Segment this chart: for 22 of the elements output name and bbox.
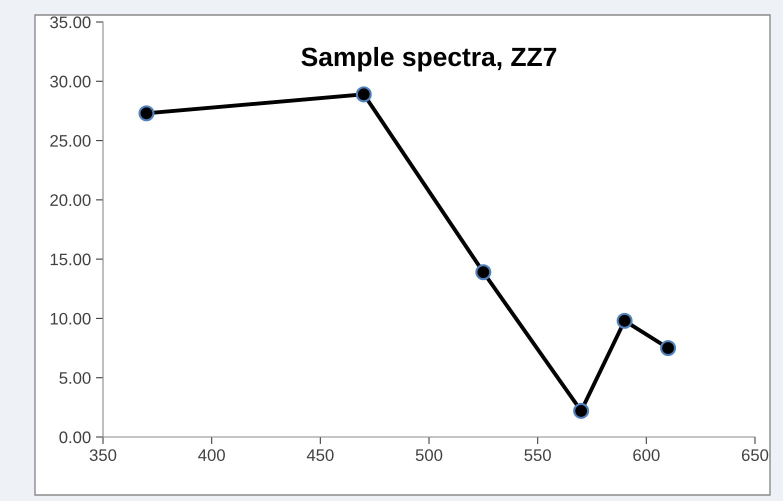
y-tick-label: 10.00 bbox=[50, 312, 91, 325]
x-tick-label: 450 bbox=[306, 449, 334, 462]
x-tick-label: 500 bbox=[416, 449, 442, 462]
point bbox=[475, 264, 492, 280]
x-tick-label: 400 bbox=[198, 449, 225, 462]
point bbox=[660, 340, 676, 356]
point bbox=[356, 86, 372, 102]
y-tick-label: 0.00 bbox=[59, 431, 91, 444]
y-tick-label: 20.00 bbox=[50, 194, 91, 206]
y-tick-label: 35.00 bbox=[50, 16, 91, 28]
y-tick-label: 5.00 bbox=[59, 372, 91, 384]
x-tick-label: 350 bbox=[90, 449, 116, 462]
point bbox=[138, 105, 154, 122]
point bbox=[573, 402, 590, 419]
y-tick-label: 30.00 bbox=[50, 76, 91, 88]
x-tick-label: 550 bbox=[524, 449, 551, 462]
y-tick-label: 15.00 bbox=[50, 254, 91, 266]
y-tick-label: 25.00 bbox=[50, 134, 91, 147]
x-tick-label: 650 bbox=[742, 449, 768, 462]
point bbox=[616, 312, 633, 329]
x-tick-label: 600 bbox=[633, 449, 660, 462]
text: Sample spectra, ZZ7 bbox=[301, 46, 556, 72]
